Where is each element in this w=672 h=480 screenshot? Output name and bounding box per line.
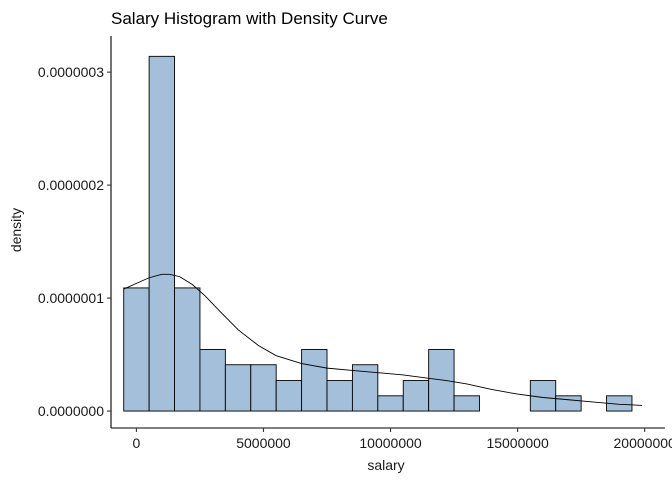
histogram-bar bbox=[377, 395, 404, 412]
histogram-bar bbox=[224, 364, 252, 412]
histogram-bar bbox=[402, 380, 430, 412]
histogram-bar bbox=[123, 287, 150, 412]
histogram-bar bbox=[453, 395, 480, 412]
histogram-bar bbox=[555, 395, 582, 412]
x-tick-label: 5000000 bbox=[236, 435, 291, 451]
y-tick-label: 0.0000000 bbox=[38, 403, 104, 419]
histogram-bar bbox=[148, 55, 175, 412]
y-axis-title: density bbox=[8, 208, 24, 252]
x-axis-ticks: 0 5000000 10000000 15000000 20000000 bbox=[133, 428, 672, 451]
histogram-bar bbox=[529, 380, 557, 412]
x-tick-label: 20000000 bbox=[614, 435, 672, 451]
histogram-bar bbox=[326, 380, 353, 412]
density-curve bbox=[123, 273, 643, 406]
density-curve-group bbox=[123, 273, 643, 406]
histogram-bar bbox=[301, 349, 328, 412]
x-axis-title: salary bbox=[367, 457, 404, 473]
histogram-bar bbox=[199, 349, 226, 412]
y-axis-ticks: 0.0000000 0.0000001 0.0000002 0.0000003 bbox=[38, 64, 111, 419]
chart-title: Salary Histogram with Density Curve bbox=[111, 9, 388, 28]
y-tick-label: 0.0000002 bbox=[38, 177, 104, 193]
histogram-bar bbox=[250, 364, 277, 412]
histogram-bars bbox=[123, 55, 633, 412]
x-tick-label: 10000000 bbox=[359, 435, 422, 451]
x-tick-label: 15000000 bbox=[486, 435, 549, 451]
y-tick-label: 0.0000001 bbox=[38, 290, 104, 306]
histogram-bar bbox=[174, 287, 201, 412]
y-tick-label: 0.0000003 bbox=[38, 64, 104, 80]
x-tick-label: 0 bbox=[133, 435, 141, 451]
histogram-bar bbox=[275, 380, 303, 412]
